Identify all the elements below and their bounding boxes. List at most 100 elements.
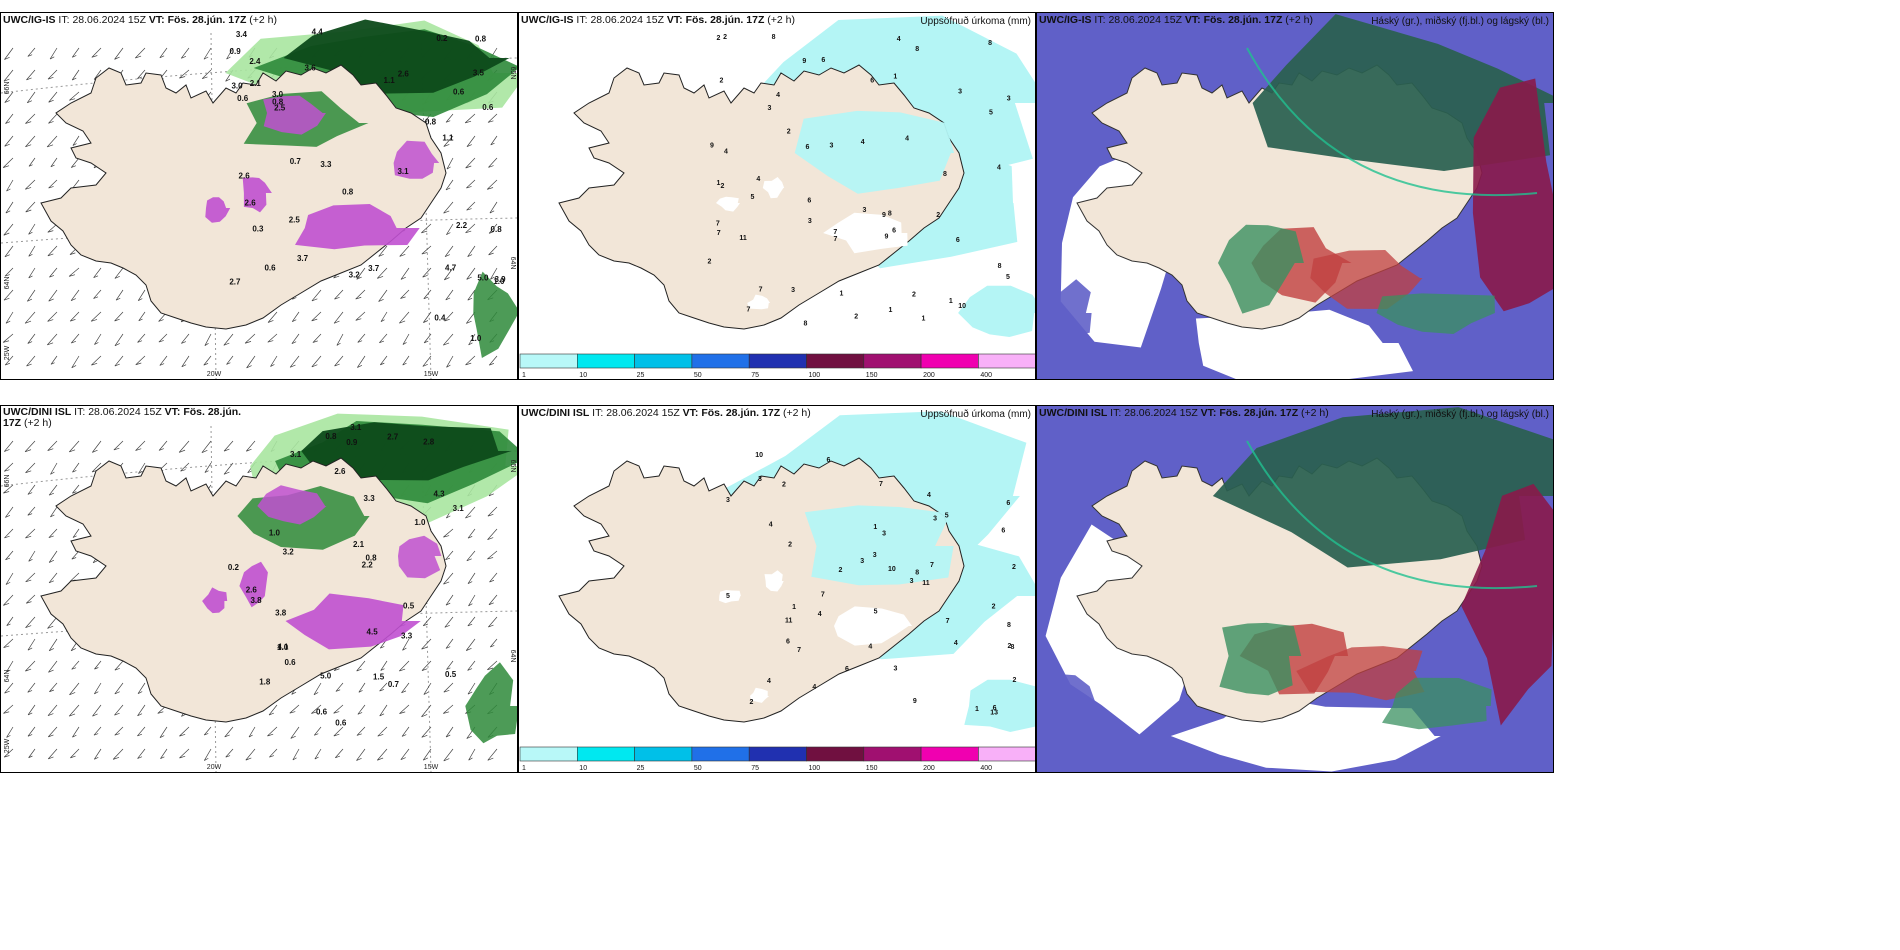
wind-barb (313, 682, 322, 696)
wind-barb (248, 726, 256, 738)
wind-barb (487, 506, 498, 517)
wind-barb (488, 616, 498, 628)
colorbar-tick: 200 (923, 372, 935, 379)
wind-barb (138, 462, 146, 474)
wind-barb (467, 528, 476, 539)
wind-barb (114, 726, 124, 736)
wind-barb (226, 47, 234, 60)
value-label: 0.3 (252, 224, 264, 233)
value-label: 1 (922, 316, 926, 323)
value-label: 5.0 (477, 274, 489, 283)
wind-barb (26, 289, 36, 302)
wind-barb (71, 47, 80, 58)
wind-barb (181, 355, 190, 368)
wind-barb (71, 355, 80, 369)
value-label: 2 (1012, 564, 1016, 571)
wind-barb (446, 157, 454, 170)
wind-barb (357, 333, 366, 343)
iceland-land (558, 457, 965, 723)
wind-barb (4, 682, 14, 694)
value-label: 0.6 (335, 718, 347, 727)
value-label: 3.0 (231, 82, 243, 91)
low-cloud-green (1376, 293, 1495, 334)
value-label: 7 (930, 562, 934, 569)
precip-field (794, 110, 955, 194)
wind-barb (358, 682, 366, 693)
wind-barb (446, 355, 454, 368)
wind-barb (69, 682, 80, 696)
value-label: 5 (750, 194, 754, 201)
value-label: 0.8 (272, 97, 284, 106)
wind-barb (442, 704, 454, 714)
wind-barb (47, 704, 58, 717)
wind-barb (3, 748, 14, 758)
colorbar-swatch (634, 353, 693, 369)
wind-barb (114, 355, 124, 367)
panel-title: UWC/DINI ISL IT: 28.06.2024 15Z VT: Fös.… (1039, 407, 1329, 419)
precip-field (964, 679, 1035, 732)
wind-barb (28, 267, 36, 279)
value-label: 9 (802, 58, 806, 65)
wind-barb (464, 113, 476, 124)
wind-barb (333, 726, 344, 737)
wind-barb (466, 179, 476, 189)
value-label: 4 (812, 684, 816, 691)
value-label: 3 (726, 497, 730, 504)
value-label: 5 (874, 608, 878, 615)
value-label: 4 (954, 640, 958, 647)
wind-barb (335, 748, 344, 759)
value-label: 1.0 (470, 334, 482, 343)
wind-barb (421, 223, 432, 234)
wind-barb (422, 355, 432, 367)
wind-barb (289, 704, 300, 714)
wind-barb (26, 69, 36, 81)
colorbar-tick: 50 (694, 765, 702, 772)
panel-wind-precip-igis: UWC/IG-IS IT: 28.06.2024 15Z VT: Fös. 28… (0, 12, 518, 380)
low-cloud (1296, 646, 1425, 701)
wind-barb (179, 726, 190, 737)
glacier (747, 294, 771, 310)
cloud-cover-map (1037, 406, 1553, 772)
value-label: 2.6 (245, 199, 257, 208)
wind-barb (442, 333, 454, 346)
wind-barb (94, 660, 102, 670)
value-label: 5 (989, 109, 993, 116)
colorbar-swatch (634, 746, 693, 762)
colorbar-tick: 75 (751, 765, 759, 772)
wind-barb (114, 311, 124, 322)
value-label: 1.0 (493, 277, 505, 286)
wind-barb (399, 311, 410, 324)
wind-barb (28, 748, 36, 759)
axis-label: 66N (4, 475, 11, 488)
cloud-title: Háský (gr.), miðský (fj.bl.) og lágský (… (1371, 16, 1549, 27)
panel-accumulated-precip-dini: UWC/DINI ISL IT: 28.06.2024 15Z VT: Fös.… (518, 405, 1036, 773)
value-label: 0.8 (365, 554, 377, 563)
wind-barb (3, 594, 14, 606)
value-label: 6 (1001, 527, 1005, 534)
wind-barb (114, 704, 124, 716)
value-label: 0.7 (388, 680, 400, 689)
wind-barb (311, 311, 322, 322)
value-label: 3.7 (297, 254, 309, 263)
axis-label: 64N (509, 650, 516, 663)
wind-barb (48, 91, 58, 103)
wind-barb (422, 616, 432, 627)
wind-barb (114, 267, 124, 279)
colorbar-tick: 75 (751, 372, 759, 379)
wind-barb (465, 157, 476, 169)
wind-barb (486, 179, 498, 190)
value-label: 3 (910, 578, 914, 585)
convective-cell (285, 593, 421, 650)
colorbar-swatch (806, 746, 865, 762)
wind-barb (223, 333, 234, 346)
wind-barb (488, 594, 498, 606)
wind-barb (314, 748, 322, 760)
value-label: 1 (893, 74, 897, 81)
wind-barb (333, 311, 344, 324)
wind-barb (181, 333, 190, 344)
colorbar-swatch (748, 353, 807, 369)
axis-label: 15W (424, 371, 439, 378)
value-label: 3 (767, 105, 771, 112)
